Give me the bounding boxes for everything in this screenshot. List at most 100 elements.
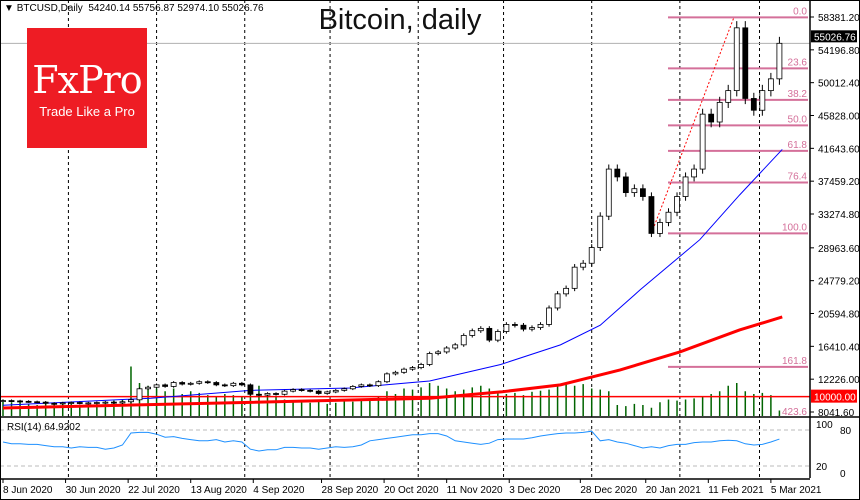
- ohlc-low: 52974.10: [177, 3, 220, 14]
- ohlc-close: 55026.76: [221, 3, 264, 14]
- volume-bar: [147, 385, 149, 416]
- candle-body: [469, 330, 476, 336]
- volume-bar: [113, 400, 115, 416]
- candle-body: [512, 324, 518, 326]
- ma-slow-line: [2, 315, 783, 410]
- candle-body: [196, 381, 203, 384]
- candlesticks: [0, 21, 783, 405]
- volume-bar: [130, 366, 132, 416]
- volume-bar: [650, 407, 653, 416]
- volume-bar: [684, 399, 687, 416]
- candle-body: [418, 364, 424, 369]
- candle-body: [93, 402, 100, 404]
- volume-bar: [633, 403, 636, 416]
- candle-body: [486, 327, 493, 341]
- ohlc-high: 55756.87: [132, 3, 175, 14]
- candle-body: [648, 196, 655, 234]
- candle-body: [290, 389, 296, 392]
- candle-body: [256, 393, 262, 396]
- candle-body: [435, 351, 442, 354]
- candle-body: [76, 402, 83, 404]
- candle-body: [341, 388, 348, 391]
- collapse-triangle-icon[interactable]: ▼: [4, 3, 14, 14]
- rsi-axis-label: 100: [816, 420, 833, 431]
- date-tick-label: 28 Sep 2020: [322, 485, 379, 496]
- volume-bar: [87, 403, 90, 416]
- volume-bar: [394, 394, 397, 416]
- fibonacci-retracement[interactable]: 0.0 23.6 38.2 50.0 61.8 76.4 100.0 161.8 423.6: [650, 6, 808, 418]
- date-tick-label: 30 Jun 2020: [66, 485, 121, 496]
- volume-bar: [36, 405, 38, 416]
- volume-bar: [625, 406, 627, 416]
- price-tick-label: 33274.80: [818, 210, 860, 221]
- volume-bar: [642, 405, 644, 416]
- fib-level-label: 50.0: [788, 114, 808, 125]
- volume-bar: [437, 385, 439, 416]
- candle-body: [554, 293, 561, 309]
- volume-bar: [590, 388, 593, 416]
- candle-body: [665, 211, 672, 223]
- fib-level-label: 0.0: [793, 6, 807, 17]
- volume-bar: [522, 395, 525, 416]
- candle-body: [68, 402, 75, 404]
- volume-bar: [411, 389, 414, 416]
- candle-body: [273, 393, 279, 395]
- candle-body: [213, 382, 220, 386]
- level-price-label: 10000.00: [814, 393, 856, 404]
- volume-bar: [266, 394, 269, 416]
- volume-bar: [70, 402, 73, 416]
- candle-body: [119, 401, 126, 404]
- candle-body: [298, 389, 305, 391]
- moving-averages: [2, 149, 783, 410]
- candle-body: [179, 382, 186, 385]
- volume-bar: [232, 395, 235, 416]
- candle-body: [153, 384, 160, 388]
- candle-body: [384, 373, 390, 383]
- date-tick-label: 11 Feb 2021: [708, 485, 764, 496]
- volume-bar: [420, 387, 422, 416]
- volume-bar: [539, 390, 542, 416]
- volume-bar: [736, 383, 738, 416]
- volume-bar: [155, 388, 158, 416]
- volume-bar: [207, 395, 209, 416]
- logo-brand: FxPro: [32, 58, 142, 102]
- volume-bar: [61, 403, 64, 416]
- price-tick-label: 12226.00: [818, 375, 860, 386]
- candle-body: [366, 384, 373, 387]
- volume-bar: [215, 396, 218, 416]
- volume-bar: [241, 396, 243, 416]
- volume-bar: [283, 399, 286, 416]
- candle-body: [597, 215, 604, 248]
- price-tick-label: 54196.80: [818, 46, 860, 57]
- candle-body: [742, 27, 749, 99]
- date-tick-label: 28 Dec 2020: [580, 485, 637, 496]
- rsi-axis-label: 20: [816, 462, 828, 473]
- candle-body: [111, 401, 117, 404]
- candle-body: [708, 113, 715, 123]
- volume-bar: [224, 394, 226, 416]
- volume-bar: [334, 402, 337, 416]
- fib-level-label: 100.0: [782, 222, 807, 233]
- candle-body: [8, 400, 15, 402]
- candle-body: [281, 390, 288, 395]
- volume-bar: [79, 405, 81, 416]
- candle-body: [170, 382, 177, 387]
- candle-body: [315, 390, 322, 394]
- candle-body: [674, 196, 680, 213]
- volume-bar: [573, 385, 576, 416]
- volume-bar: [462, 389, 465, 416]
- volume-bar: [693, 398, 695, 416]
- candle-body: [51, 402, 58, 405]
- candle-body: [725, 90, 732, 103]
- candle-body: [537, 324, 544, 328]
- candle-body: [264, 393, 271, 396]
- fib-level-label: 61.8: [788, 140, 808, 151]
- candle-body: [392, 371, 399, 375]
- candle-body: [349, 386, 356, 390]
- date-tick-label: 13 Aug 2020: [191, 485, 248, 496]
- candle-body: [733, 27, 740, 92]
- fib-level-label: 23.6: [788, 57, 808, 68]
- volume-bar: [104, 401, 107, 416]
- current-price-tag: [811, 30, 857, 43]
- candle-body: [204, 381, 211, 384]
